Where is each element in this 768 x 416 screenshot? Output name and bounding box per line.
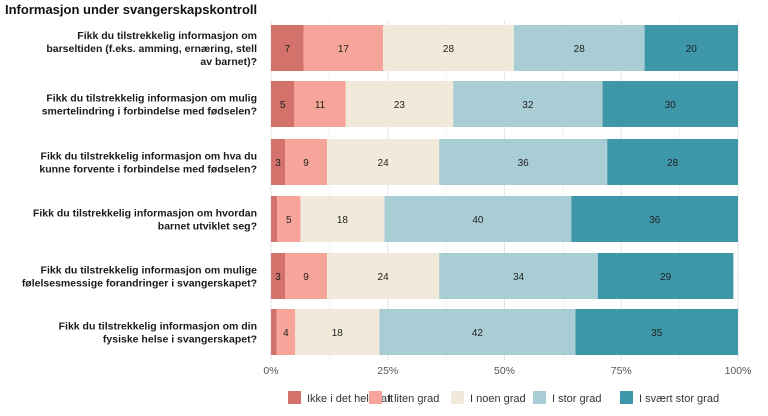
bar-segment-r0-s0 [271, 25, 304, 71]
x-tick-label-4: 100% [725, 365, 752, 377]
bar-segment-r3-s2 [300, 196, 385, 242]
data-label-r3-s3: 40 [472, 215, 484, 226]
bar-segment-r0-s4 [644, 25, 738, 71]
legend-label-2: I noen grad [470, 393, 526, 405]
category-label-r1-l0: Fikk du tilstrekkelig informasjon om mul… [46, 93, 257, 105]
data-label-r0-s4: 20 [686, 44, 698, 55]
data-label-r5-s3: 42 [472, 328, 484, 339]
bar-segment-r4-s1 [285, 253, 328, 299]
bar-segment-r2-s3 [439, 139, 608, 185]
category-label-r3-l1: barnet utviklet seg? [158, 221, 257, 233]
bar-segment-r1-s2 [345, 81, 454, 127]
bar-segment-r4-s3 [439, 253, 598, 299]
category-label-r3-l0: Fikk du tilstrekkelig informasjon om hvo… [33, 208, 257, 220]
category-label-r1-l1: smertelindring i forbindelse med fødsele… [42, 106, 257, 118]
category-label-r2-l0: Fikk du tilstrekkelig informasjon om hva… [41, 151, 257, 163]
data-label-r5-s1: 4 [283, 328, 289, 339]
data-label-r2-s4: 28 [667, 158, 679, 169]
category-label-r0-l1: barseltiden (f.eks. amming, ernæring, st… [46, 43, 257, 55]
bar-segment-r0-s2 [383, 25, 514, 71]
data-label-r1-s1: 11 [315, 100, 326, 111]
bar-segment-r1-s4 [602, 81, 738, 127]
data-label-r3-s4: 36 [649, 215, 661, 226]
data-label-r1-s0: 5 [280, 100, 286, 111]
legend-swatch-3 [533, 391, 546, 404]
bar-segment-r3-s4 [571, 196, 738, 242]
category-label-r4-l0: Fikk du tilstrekkelig informasjon om mul… [41, 265, 258, 277]
bar-segment-r1-s1 [294, 81, 346, 127]
bar-segment-r4-s2 [327, 253, 440, 299]
bar-segment-r3-s0 [271, 196, 278, 242]
legend-swatch-2 [451, 391, 464, 404]
x-tick-label-3: 75% [611, 365, 632, 377]
legend-swatch-0 [288, 391, 301, 404]
bar-segment-r5-s3 [379, 309, 576, 355]
data-label-r0-s3: 28 [574, 44, 586, 55]
data-label-r1-s3: 32 [522, 100, 534, 111]
chart-title: Informasjon under svangerskapskontroll [5, 2, 258, 17]
bar-segment-r0-s1 [303, 25, 384, 71]
bar-segment-r4-s4 [597, 253, 734, 299]
data-label-r3-s1: 5 [286, 215, 292, 226]
data-label-r2-s1: 9 [303, 158, 309, 169]
category-label-r0-l0: Fikk du tilstrekkelig informasjon om [77, 30, 257, 42]
bar-segment-r3-s1 [277, 196, 301, 242]
data-label-r4-s1: 9 [303, 272, 309, 283]
data-label-r2-s0: 3 [275, 158, 281, 169]
data-label-r2-s2: 24 [378, 158, 390, 169]
data-label-r0-s0: 7 [285, 44, 291, 55]
category-label-r0-l2: av barnet)? [200, 56, 257, 68]
data-label-r4-s2: 24 [378, 272, 390, 283]
bar-segment-r4-s0 [271, 253, 286, 299]
bar-segment-r1-s3 [453, 81, 603, 127]
bar-segment-r3-s3 [384, 196, 572, 242]
category-label-r5-l1: fysiske helse i svangerskapet? [103, 334, 257, 346]
bar-segment-r5-s0 [271, 309, 277, 355]
legend-swatch-4 [620, 391, 633, 404]
x-tick-label-1: 25% [377, 365, 398, 377]
data-label-r4-s4: 29 [660, 272, 672, 283]
legend-label-3: I stor grad [552, 393, 602, 405]
category-label-r4-l1: følelsesmessige forandringer i svangersk… [22, 278, 257, 290]
data-label-r0-s1: 17 [338, 44, 350, 55]
data-label-r4-s0: 3 [275, 272, 281, 283]
bar-segment-r5-s4 [575, 309, 738, 355]
x-tick-label-0: 0% [263, 365, 278, 377]
data-label-r1-s2: 23 [394, 100, 406, 111]
data-label-r0-s2: 28 [443, 44, 455, 55]
data-label-r4-s3: 34 [513, 272, 525, 283]
bar-segment-r5-s1 [276, 309, 296, 355]
category-label-r5-l0: Fikk du tilstrekkelig informasjon om din [59, 321, 257, 333]
data-label-r2-s3: 36 [518, 158, 530, 169]
bar-segment-r1-s0 [271, 81, 295, 127]
data-label-r1-s4: 30 [665, 100, 677, 111]
bar-segment-r2-s1 [285, 139, 328, 185]
category-label-r2-l1: kunne forvente i forbindelse med fødsele… [39, 164, 257, 176]
data-label-r3-s2: 18 [337, 215, 349, 226]
data-label-r5-s4: 35 [651, 328, 663, 339]
bar-segment-r2-s0 [271, 139, 286, 185]
x-tick-label-2: 50% [494, 365, 515, 377]
bar-segment-r2-s4 [607, 139, 738, 185]
bar-segment-r2-s2 [327, 139, 440, 185]
legend-swatch-1 [369, 391, 382, 404]
legend-label-4: I svært stor grad [639, 393, 719, 405]
legend-label-1: I liten grad [388, 393, 439, 405]
data-label-r5-s2: 18 [332, 328, 344, 339]
bar-segment-r0-s3 [513, 25, 645, 71]
bar-segment-r5-s2 [295, 309, 380, 355]
